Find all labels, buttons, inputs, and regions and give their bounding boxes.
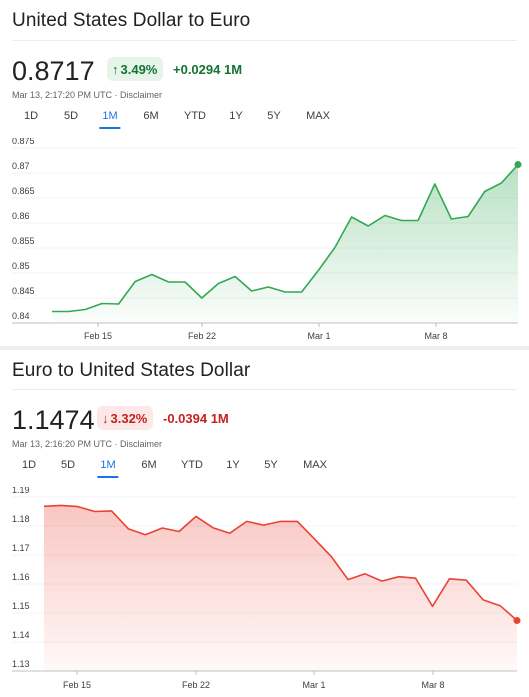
y-tick-label: 0.87 — [12, 161, 30, 171]
exchange-rate-value: 1.1474 — [12, 405, 95, 435]
x-tick-label: Feb 22 — [188, 331, 216, 341]
y-tick-label: 0.85 — [12, 261, 30, 271]
x-tick-label: Mar 8 — [421, 680, 444, 690]
x-tick-label: Feb 15 — [84, 331, 112, 341]
tab-6m[interactable]: 6M — [141, 459, 157, 471]
card-title: United States Dollar to Euro — [12, 10, 251, 31]
tab-5y[interactable]: 5Y — [264, 459, 278, 471]
arrow-up-icon: ↑ — [112, 61, 119, 77]
y-tick-label: 0.84 — [12, 311, 30, 321]
tab-max[interactable]: MAX — [306, 110, 330, 122]
x-tick-label: Mar 1 — [302, 680, 325, 690]
y-tick-label: 0.845 — [12, 286, 35, 296]
card-separator — [0, 346, 529, 350]
time-range-tabs: 1D 5D 1M 6M YTD 1Y 5Y MAX — [0, 110, 529, 130]
y-tick-label: 0.855 — [12, 236, 35, 246]
y-tick-label: 0.875 — [12, 138, 35, 146]
tab-max[interactable]: MAX — [303, 459, 327, 471]
tab-6m[interactable]: 6M — [143, 110, 159, 122]
tab-1d[interactable]: 1D — [23, 110, 39, 122]
title-divider — [12, 40, 517, 41]
exchange-rate-value: 0.8717 — [12, 56, 95, 86]
tab-1y[interactable]: 1Y — [229, 110, 243, 122]
title-divider — [12, 389, 517, 390]
card-title: Euro to United States Dollar — [12, 360, 251, 381]
change-percent: 3.32% — [110, 410, 148, 426]
y-tick-label: 1.16 — [12, 572, 30, 582]
y-tick-label: 0.86 — [12, 211, 30, 221]
price-chart[interactable]: 0.875 0.87 0.865 0.86 0.855 0.85 0.845 0.84 Feb … — [0, 138, 529, 346]
change-percent: 3.49% — [120, 61, 158, 77]
x-tick-label: Mar 1 — [307, 331, 330, 341]
tab-1y[interactable]: 1Y — [226, 459, 240, 471]
tab-ytd[interactable]: YTD — [184, 110, 206, 122]
last-value-dot — [513, 617, 521, 625]
series-line — [43, 504, 518, 622]
y-tick-label: 1.13 — [12, 659, 30, 669]
change-absolute: +0.0294 1M — [173, 62, 243, 77]
tab-5y[interactable]: 5Y — [267, 110, 281, 122]
x-tick-label: Feb 15 — [63, 680, 91, 690]
timestamp-disclaimer: Mar 13, 2:16:20 PM UTC · Disclaimer — [12, 439, 163, 449]
y-tick-label: 1.15 — [12, 601, 30, 611]
timestamp-disclaimer: Mar 13, 2:17:20 PM UTC · Disclaimer — [12, 90, 163, 100]
usd-eur-card: United States Dollar to Euro 0.8717 ↑ 3.… — [0, 0, 529, 346]
series-area — [44, 505, 517, 671]
change-percent-badge: ↑ 3.49% — [107, 57, 164, 81]
tab-5d[interactable]: 5D — [63, 110, 79, 122]
y-tick-label: 1.17 — [12, 543, 30, 553]
change-absolute: -0.0394 1M — [163, 411, 229, 426]
time-range-tabs: 1D 5D 1M 6M YTD 1Y 5Y MAX — [0, 459, 529, 479]
y-tick-label: 1.14 — [12, 630, 30, 640]
tab-5d[interactable]: 5D — [60, 459, 76, 471]
last-value-dot — [514, 161, 522, 168]
change-percent-badge: ↓ 3.32% — [97, 406, 154, 430]
y-tick-label: 1.18 — [12, 514, 30, 524]
y-tick-label: 1.19 — [12, 487, 30, 495]
eur-usd-card: Euro to United States Dollar 1.1474 ↓ 3.… — [0, 350, 529, 697]
x-tick-label: Feb 22 — [182, 680, 210, 690]
x-tick-label: Mar 8 — [424, 331, 447, 341]
price-chart[interactable]: 1.19 1.18 1.17 1.16 1.15 1.14 1.13 Feb 15 Feb 22… — [0, 487, 529, 697]
tab-1d[interactable]: 1D — [21, 459, 37, 471]
series-area — [52, 164, 518, 323]
y-tick-label: 0.865 — [12, 186, 35, 196]
arrow-down-icon: ↓ — [102, 410, 109, 426]
tab-1m[interactable]: 1M — [97, 459, 119, 478]
tab-1m[interactable]: 1M — [99, 110, 121, 129]
tab-ytd[interactable]: YTD — [181, 459, 203, 471]
